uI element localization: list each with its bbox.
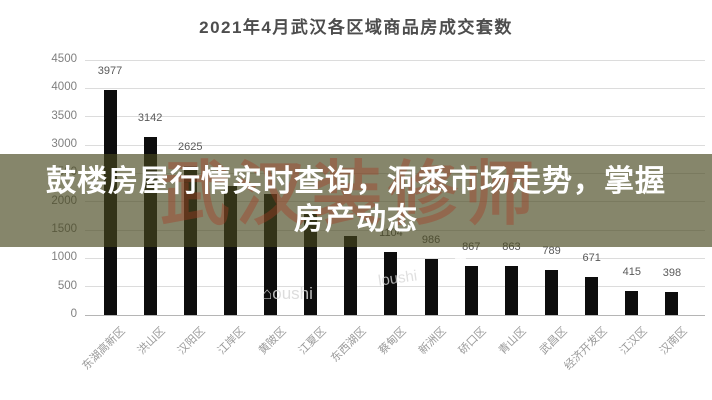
- bar-经济开发区: [585, 276, 599, 315]
- x-axis-category-label: 蔡甸区: [376, 325, 409, 357]
- bar-value-label: 671: [582, 251, 601, 264]
- promo-banner-overlay: 武汉装修师 鼓楼房屋行情实时查询，洞悉市场走势，掌握 房产动态: [0, 154, 712, 247]
- bar-硚口区: [464, 265, 478, 315]
- bar-value-label: 3142: [137, 111, 163, 124]
- gridline: [85, 116, 705, 118]
- bar-value-label: 3977: [97, 64, 123, 77]
- bar-青山区: [504, 266, 518, 315]
- bar-蔡甸区: [384, 252, 398, 315]
- x-axis-category-label: 汉南区: [657, 325, 690, 357]
- y-axis-tick-label: 500: [57, 279, 77, 292]
- bar-value-label: 789: [542, 245, 561, 258]
- gridline: [85, 87, 705, 89]
- bar-江汉区: [625, 291, 639, 315]
- x-axis-category-label: 江岸区: [216, 325, 249, 357]
- chart-title: 2021年4月武汉各区域商品房成交套数: [199, 18, 513, 37]
- x-axis-category-label: 江夏区: [296, 325, 329, 357]
- x-axis-category-label: 硚口区: [457, 325, 489, 357]
- x-axis-category-label: 江汉区: [617, 325, 650, 357]
- site-watermark-house: ⌂oushi: [262, 284, 313, 303]
- x-axis-category-label: 新洲区: [416, 325, 449, 357]
- bar-value-label: 2625: [178, 141, 203, 154]
- x-axis-category-label: 洪山区: [135, 325, 168, 357]
- banner-line-2: 房产动态: [294, 203, 418, 236]
- x-axis-category-label: 黄陂区: [256, 325, 289, 357]
- y-axis-tick-label: 4000: [51, 81, 77, 94]
- x-axis-category-label: 武昌区: [537, 325, 570, 357]
- bar-武昌区: [545, 270, 559, 315]
- y-axis-tick-label: 1000: [51, 251, 77, 264]
- x-axis-category-label: 东西湖区: [328, 325, 369, 365]
- x-axis-category-label: 汉阳区: [176, 325, 208, 357]
- y-axis-tick-label: 3500: [51, 109, 77, 122]
- bar-东西湖区: [344, 235, 358, 315]
- red-seal-watermark: 武汉装修师: [160, 157, 540, 234]
- gridline: [85, 144, 705, 146]
- site-watermark-vertical: 市m: [453, 256, 467, 282]
- x-axis-line: [85, 314, 705, 316]
- banner-line-1: 鼓楼房屋行情实时查询，洞悉市场走势，掌握: [46, 165, 666, 198]
- bar-新洲区: [424, 259, 438, 315]
- bar-value-label: 398: [662, 267, 682, 280]
- bar-value-label: 415: [622, 266, 641, 279]
- bar-汉南区: [665, 292, 679, 315]
- x-axis-category-label: 东湖高新区: [80, 325, 128, 373]
- y-axis-tick-label: 4500: [51, 53, 77, 65]
- banner-text: 鼓楼房屋行情实时查询，洞悉市场走势，掌握 房产动态: [0, 154, 712, 239]
- gridline: [85, 59, 705, 61]
- y-axis-tick-label: 0: [70, 308, 77, 320]
- y-axis-tick-label: 3000: [51, 138, 77, 150]
- x-axis-category-label: 青山区: [497, 325, 530, 357]
